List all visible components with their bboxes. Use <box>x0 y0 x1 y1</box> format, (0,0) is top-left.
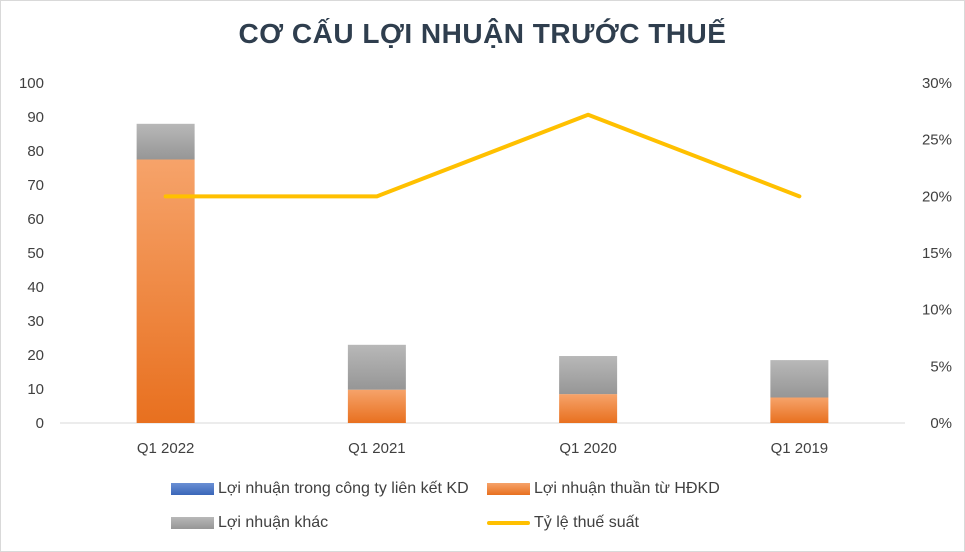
y-right-tick-label: 15% <box>922 245 952 262</box>
y-left-tick-label: 70 <box>27 177 44 194</box>
y-left-tick-label: 90 <box>27 109 44 126</box>
bar-segment <box>136 123 195 160</box>
y-left-tick-label: 80 <box>27 143 44 160</box>
bar-segment <box>136 159 195 423</box>
y-right-tick-label: 20% <box>922 188 952 205</box>
y-left-tick-label: 50 <box>27 245 44 262</box>
y-left-tick-label: 40 <box>27 279 44 296</box>
y-right-tick-label: 0% <box>930 415 952 432</box>
y-right-tick-label: 5% <box>930 358 952 375</box>
x-category-label: Q1 2020 <box>559 440 617 457</box>
tax-rate-line <box>163 112 802 199</box>
y-left-tick-label: 0 <box>36 415 44 432</box>
bar-segment <box>559 394 618 423</box>
y-left-tick-label: 100 <box>19 75 44 92</box>
y-left-tick-label: 10 <box>27 381 44 398</box>
x-category-label: Q1 2019 <box>771 440 829 457</box>
y-right-tick-label: 10% <box>922 302 952 319</box>
chart-title: CƠ CẤU LỢI NHUẬN TRƯỚC THUẾ <box>238 18 727 49</box>
x-category-label: Q1 2022 <box>137 440 195 457</box>
y-left-tick-label: 20 <box>27 347 44 364</box>
y-left-tick-label: 60 <box>27 211 44 228</box>
x-category-label: Q1 2021 <box>348 440 406 457</box>
bar-segment <box>347 389 406 423</box>
bar-segment <box>347 344 406 390</box>
y-left-tick-label: 30 <box>27 313 44 330</box>
bar-segment <box>770 397 829 423</box>
y-right-tick-label: 30% <box>922 75 952 92</box>
bar-segment <box>770 360 829 398</box>
bar-segment <box>559 356 618 395</box>
y-right-tick-label: 25% <box>922 132 952 149</box>
